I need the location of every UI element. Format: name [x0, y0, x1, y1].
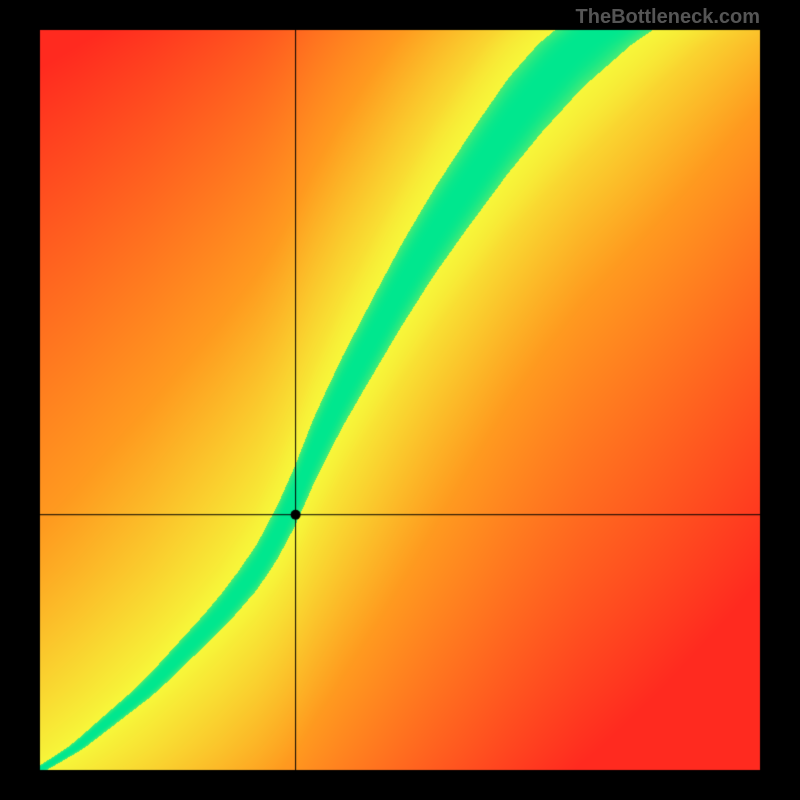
watermark-text: TheBottleneck.com [576, 6, 760, 29]
bottleneck-heatmap [0, 0, 800, 800]
chart-container: TheBottleneck.com [0, 0, 800, 800]
